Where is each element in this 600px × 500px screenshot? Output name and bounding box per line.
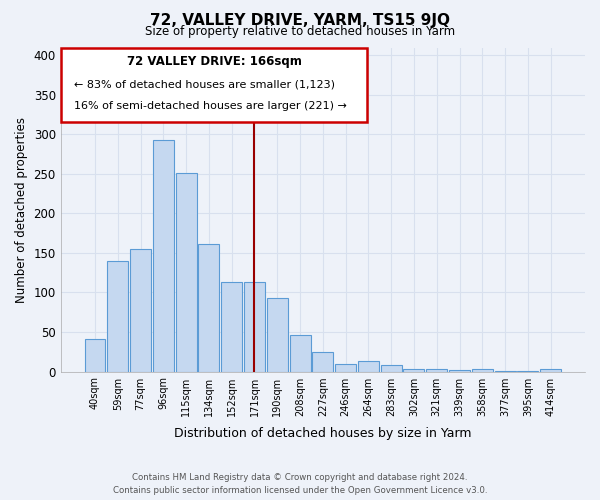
Bar — [403, 369, 424, 372]
Bar — [130, 249, 151, 372]
Text: 72 VALLEY DRIVE: 166sqm: 72 VALLEY DRIVE: 166sqm — [127, 56, 301, 68]
Bar — [153, 140, 174, 372]
Bar — [85, 339, 106, 372]
Bar — [199, 244, 220, 372]
Bar — [494, 370, 515, 372]
Text: Contains HM Land Registry data © Crown copyright and database right 2024.
Contai: Contains HM Land Registry data © Crown c… — [113, 473, 487, 495]
Text: 16% of semi-detached houses are larger (221) →: 16% of semi-detached houses are larger (… — [74, 101, 347, 111]
Bar — [426, 369, 447, 372]
Bar — [176, 173, 197, 372]
Text: 72, VALLEY DRIVE, YARM, TS15 9JQ: 72, VALLEY DRIVE, YARM, TS15 9JQ — [150, 12, 450, 28]
Text: ← 83% of detached houses are smaller (1,123): ← 83% of detached houses are smaller (1,… — [74, 80, 335, 90]
Text: Size of property relative to detached houses in Yarm: Size of property relative to detached ho… — [145, 25, 455, 38]
Bar — [540, 369, 561, 372]
Bar — [381, 365, 401, 372]
Bar — [290, 335, 311, 372]
Bar — [244, 282, 265, 372]
Bar — [472, 369, 493, 372]
X-axis label: Distribution of detached houses by size in Yarm: Distribution of detached houses by size … — [174, 427, 472, 440]
Bar — [335, 364, 356, 372]
Y-axis label: Number of detached properties: Number of detached properties — [15, 116, 28, 302]
Bar — [221, 282, 242, 372]
Bar — [107, 261, 128, 372]
Bar — [358, 362, 379, 372]
FancyBboxPatch shape — [61, 48, 367, 122]
Bar — [517, 370, 538, 372]
Bar — [313, 352, 334, 372]
Bar — [267, 298, 288, 372]
Bar — [449, 370, 470, 372]
